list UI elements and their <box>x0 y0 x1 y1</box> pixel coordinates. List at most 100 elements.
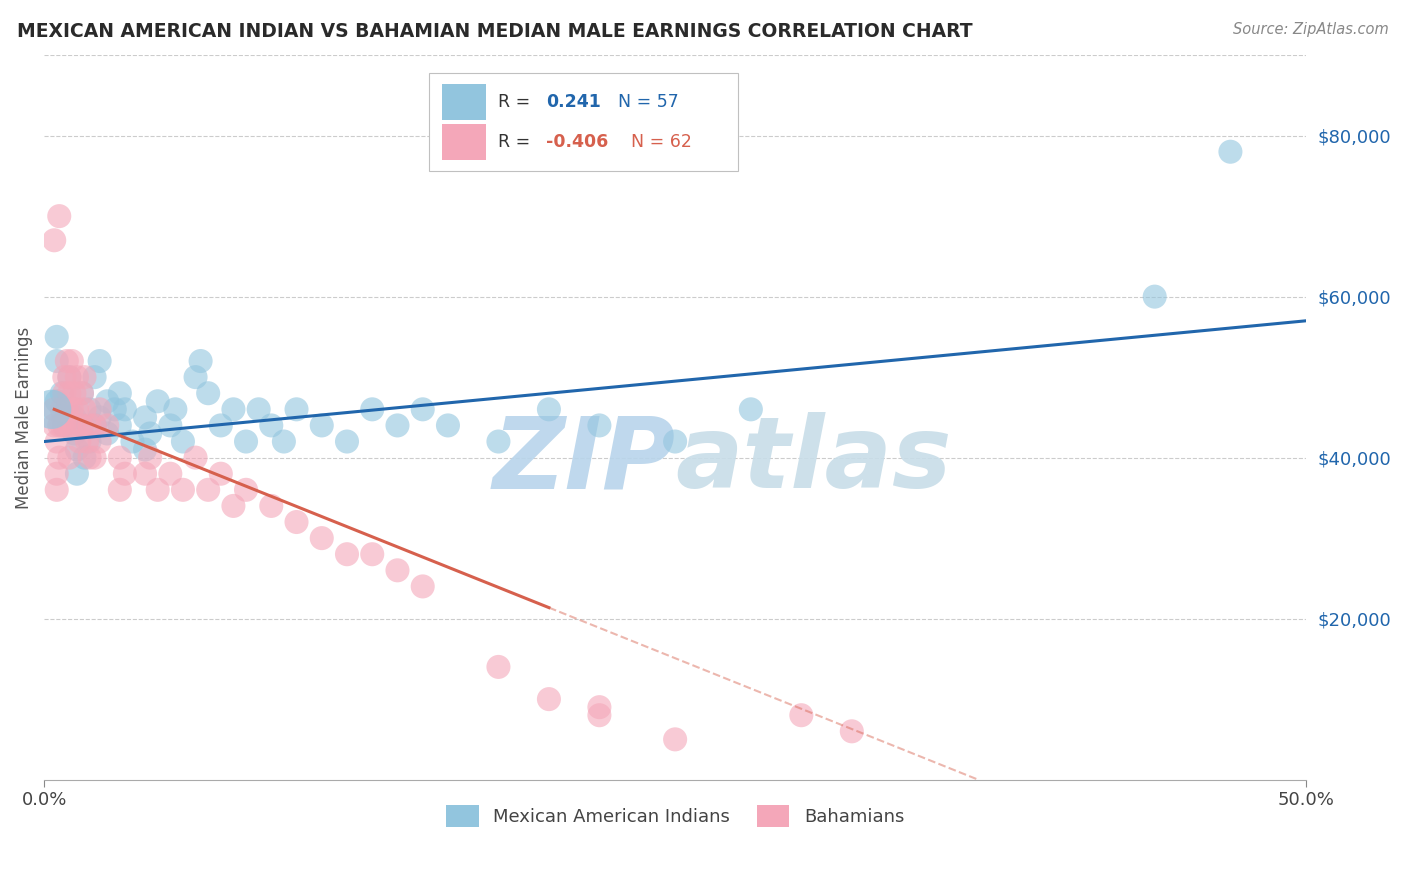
Point <box>53 418 76 433</box>
FancyBboxPatch shape <box>429 73 738 171</box>
Point <box>172 434 194 449</box>
Point <box>70 418 93 433</box>
Point <box>58 370 80 384</box>
Point <box>73 370 96 384</box>
Point <box>48 418 70 433</box>
Point <box>197 483 219 497</box>
Text: -0.406: -0.406 <box>547 133 609 151</box>
Point <box>172 483 194 497</box>
Point <box>56 354 79 368</box>
Point <box>96 394 118 409</box>
Bar <box>441 124 486 161</box>
Point <box>108 483 131 497</box>
Point <box>139 426 162 441</box>
Point <box>58 402 80 417</box>
Point <box>387 418 409 433</box>
Point <box>63 410 86 425</box>
Text: R =: R = <box>499 133 536 151</box>
Point <box>235 483 257 497</box>
Point <box>588 708 610 723</box>
Point <box>134 467 156 481</box>
Point <box>273 434 295 449</box>
Point <box>165 402 187 417</box>
Point <box>63 418 86 433</box>
Point <box>69 434 91 449</box>
Point <box>437 418 460 433</box>
Point <box>83 450 105 465</box>
Point <box>44 402 66 417</box>
Point <box>139 450 162 465</box>
Text: atlas: atlas <box>675 412 952 509</box>
Point <box>841 724 863 739</box>
Point <box>89 434 111 449</box>
Point <box>63 426 86 441</box>
Point <box>108 418 131 433</box>
Point <box>222 402 245 417</box>
Point <box>79 402 101 417</box>
Point <box>96 418 118 433</box>
Point <box>45 354 67 368</box>
Point <box>83 418 105 433</box>
Point <box>45 330 67 344</box>
Point <box>79 418 101 433</box>
Point <box>66 467 89 481</box>
Point <box>66 370 89 384</box>
Point <box>45 394 67 409</box>
Y-axis label: Median Male Earnings: Median Male Earnings <box>15 326 32 508</box>
Text: Source: ZipAtlas.com: Source: ZipAtlas.com <box>1233 22 1389 37</box>
Point <box>48 450 70 465</box>
Point <box>48 209 70 223</box>
Point <box>58 450 80 465</box>
Point <box>134 442 156 457</box>
Point <box>73 450 96 465</box>
Point <box>58 370 80 384</box>
Point <box>588 418 610 433</box>
Point <box>108 386 131 401</box>
Point <box>83 418 105 433</box>
Point <box>41 402 63 417</box>
Point <box>361 402 384 417</box>
Point <box>664 732 686 747</box>
Text: 0.241: 0.241 <box>547 94 602 112</box>
Point <box>488 434 510 449</box>
Point <box>73 402 96 417</box>
Point <box>247 402 270 417</box>
Point <box>146 394 169 409</box>
Point <box>89 402 111 417</box>
Point <box>51 418 73 433</box>
Point <box>79 434 101 449</box>
Point <box>51 402 73 417</box>
Point <box>336 547 359 561</box>
Point <box>361 547 384 561</box>
Bar <box>441 84 486 120</box>
Text: ZIP: ZIP <box>492 412 675 509</box>
Point <box>260 418 283 433</box>
Point <box>190 354 212 368</box>
Point <box>740 402 762 417</box>
Point <box>412 402 434 417</box>
Point <box>70 386 93 401</box>
Point <box>114 402 136 417</box>
Point <box>209 418 232 433</box>
Point <box>197 386 219 401</box>
Point <box>53 386 76 401</box>
Point <box>311 531 333 545</box>
Point <box>311 418 333 433</box>
Point <box>70 386 93 401</box>
Point <box>488 660 510 674</box>
Point <box>89 410 111 425</box>
Point <box>60 354 83 368</box>
Point <box>537 402 560 417</box>
Point <box>63 386 86 401</box>
Point <box>58 418 80 433</box>
Point <box>121 434 143 449</box>
Point <box>58 386 80 401</box>
Point <box>53 418 76 433</box>
Point <box>104 402 127 417</box>
Text: R =: R = <box>499 94 536 112</box>
Point <box>45 467 67 481</box>
Point <box>51 386 73 401</box>
Point <box>336 434 359 449</box>
Point <box>60 402 83 417</box>
Point <box>70 418 93 433</box>
